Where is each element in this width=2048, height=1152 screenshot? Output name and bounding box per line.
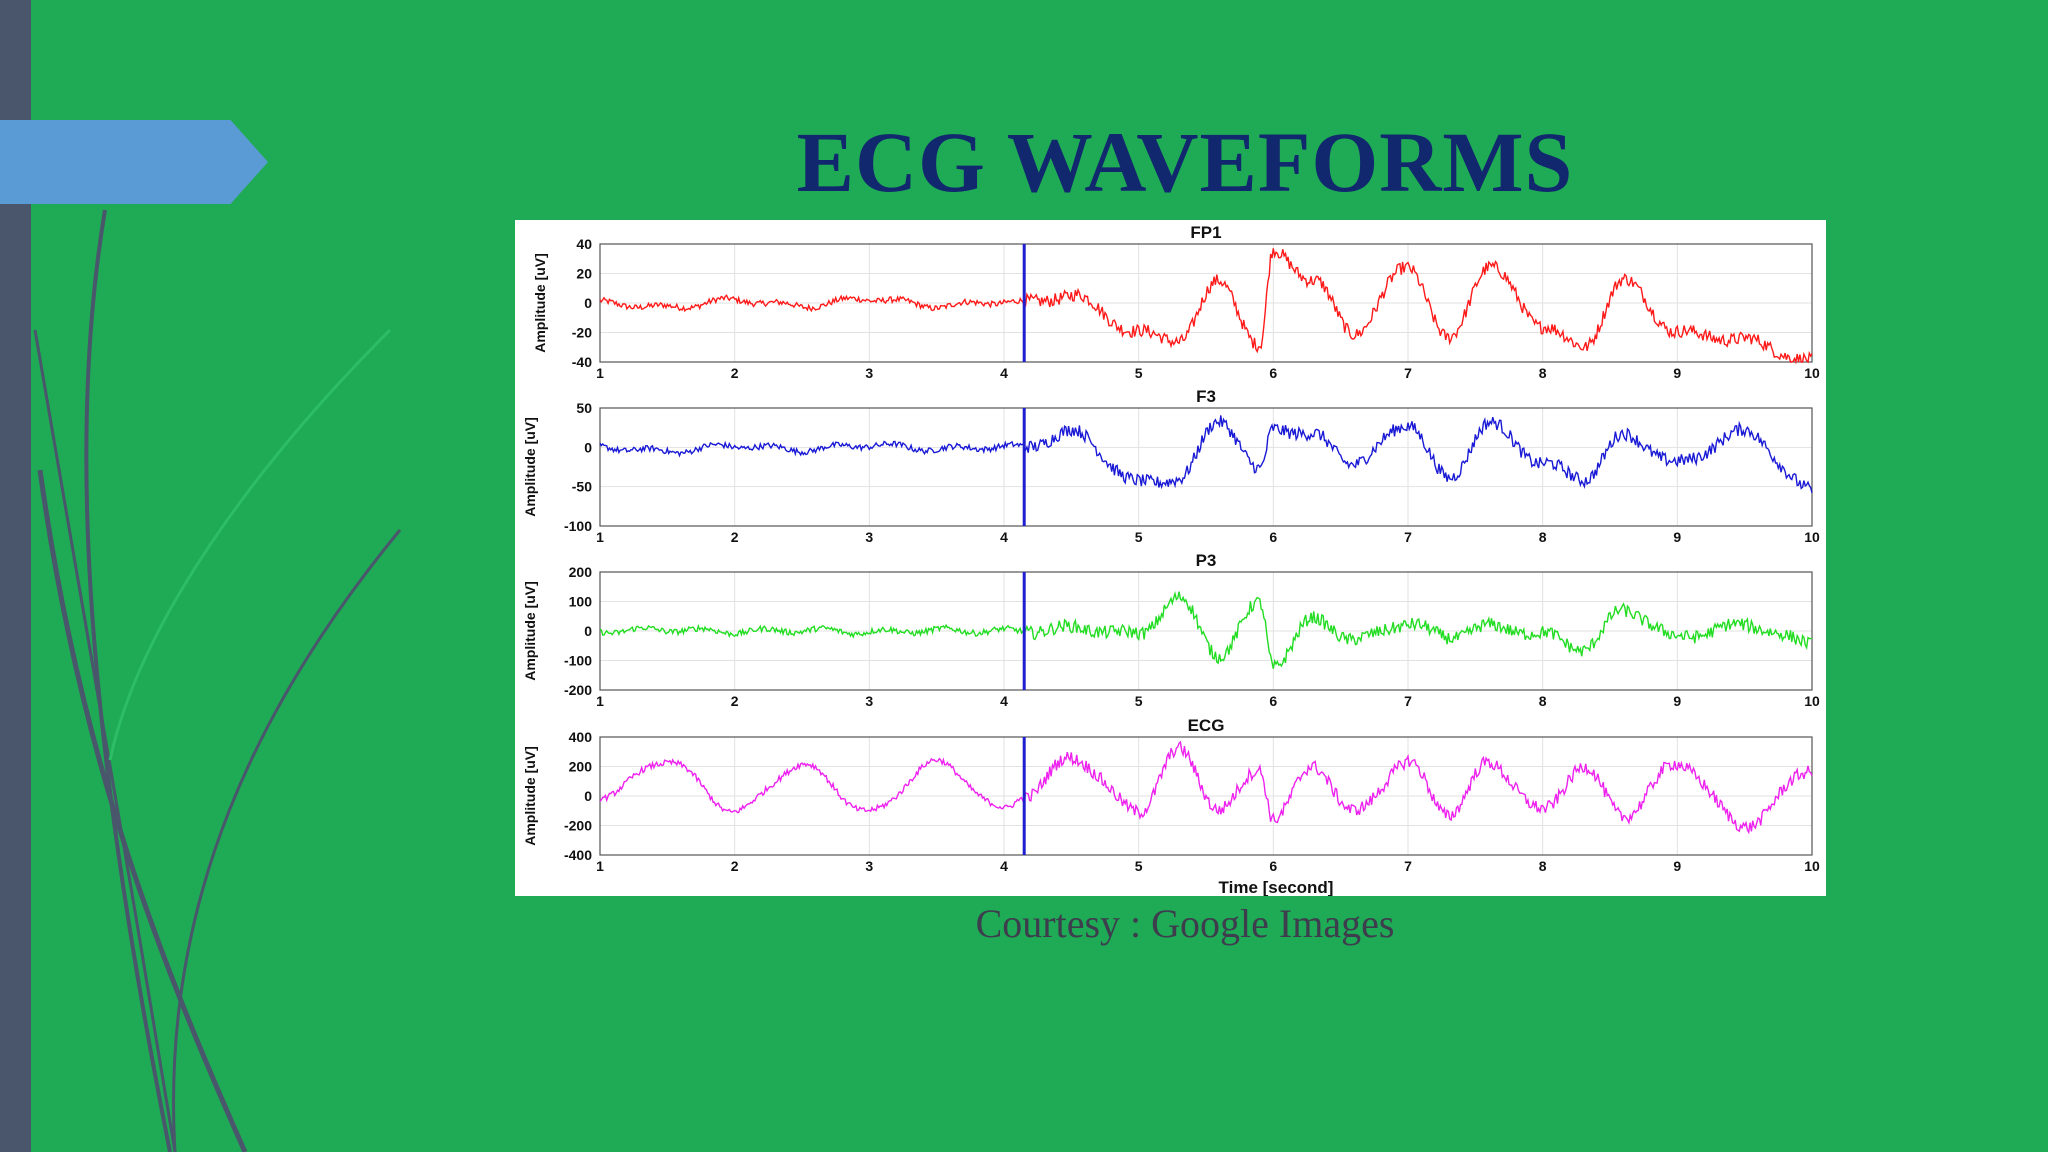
f3-xtick-label: 9 — [1673, 529, 1681, 545]
ecg-xtick-label: 7 — [1404, 858, 1412, 874]
p3-xtick-label: 4 — [1000, 693, 1008, 709]
fp1-xtick-label: 5 — [1135, 365, 1143, 381]
fp1-xtick-label: 10 — [1804, 365, 1820, 381]
fp1-xtick-label: 4 — [1000, 365, 1008, 381]
ecg-xtick-label: 3 — [865, 858, 873, 874]
fp1-ytick-label: 20 — [576, 266, 592, 282]
ecg-xtick-label: 4 — [1000, 858, 1008, 874]
decorative-curves — [33, 209, 402, 1152]
ecg-xtick-label: 8 — [1539, 858, 1547, 874]
fp1-ylabel: Amplitude [uV] — [532, 253, 548, 353]
f3-xtick-label: 2 — [731, 529, 739, 545]
f3-ytick-label: 50 — [576, 400, 592, 416]
p3-ytick-label: 200 — [569, 564, 593, 580]
ecg-plot-frame — [599, 736, 1813, 856]
ecg-xlabel: Time [second] — [1219, 878, 1334, 896]
p3-ytick-label: -100 — [564, 653, 592, 669]
p3-xtick-label: 5 — [1135, 693, 1143, 709]
fp1-ytick-label: 0 — [584, 295, 592, 311]
fp1-xtick-label: 9 — [1673, 365, 1681, 381]
p3-ytick-label: -200 — [564, 682, 592, 698]
fp1-xtick-label: 1 — [596, 365, 604, 381]
fp1-ytick-label: -40 — [572, 354, 592, 370]
ecg-ytick-label: -400 — [564, 847, 592, 863]
f3-xtick-label: 8 — [1539, 529, 1547, 545]
f3-xtick-label: 5 — [1135, 529, 1143, 545]
f3-xtick-label: 1 — [596, 529, 604, 545]
f3-xtick-label: 10 — [1804, 529, 1820, 545]
p3-xtick-label: 10 — [1804, 693, 1820, 709]
p3-panel-title: P3 — [1196, 551, 1217, 570]
ecg-xtick-label: 10 — [1804, 858, 1820, 874]
ecg-ytick-label: 400 — [569, 729, 593, 745]
ecg-ytick-label: 0 — [584, 788, 592, 804]
f3-panel-title: F3 — [1196, 387, 1216, 406]
p3-xtick-label: 1 — [596, 693, 604, 709]
f3-xtick-label: 7 — [1404, 529, 1412, 545]
p3-xtick-label: 9 — [1673, 693, 1681, 709]
fp1-xtick-label: 3 — [865, 365, 873, 381]
f3-plot-frame — [599, 407, 1813, 527]
p3-plot-frame — [599, 571, 1813, 691]
p3-xtick-label: 8 — [1539, 693, 1547, 709]
f3-ytick-label: 0 — [584, 439, 592, 455]
fp1-panel-title: FP1 — [1190, 223, 1221, 242]
p3-xtick-label: 3 — [865, 693, 873, 709]
ecg-panel-title: ECG — [1188, 716, 1225, 735]
fp1-series-line — [599, 248, 1813, 365]
f3-xtick-label: 4 — [1000, 529, 1008, 545]
slide-title: ECG WAVEFORMS — [796, 114, 1574, 210]
ecg-xtick-label: 1 — [596, 858, 604, 874]
p3-ytick-label: 100 — [569, 594, 593, 610]
ecg-xtick-label: 9 — [1673, 858, 1681, 874]
p3-xtick-label: 6 — [1269, 693, 1277, 709]
fp1-xtick-label: 8 — [1539, 365, 1547, 381]
ecg-ytick-label: 200 — [569, 759, 593, 775]
f3-ytick-label: -50 — [572, 479, 592, 495]
p3-ylabel: Amplitude [uV] — [522, 581, 538, 681]
slide-caption: Courtesy : Google Images — [975, 901, 1395, 946]
f3-xtick-label: 6 — [1269, 529, 1277, 545]
fp1-plot-frame — [599, 243, 1813, 363]
fp1-ytick-label: 40 — [576, 236, 592, 252]
p3-series-line — [599, 590, 1813, 669]
ecg-ylabel: Amplitude [uV] — [522, 746, 538, 846]
f3-ylabel: Amplitude [uV] — [522, 417, 538, 517]
p3-xtick-label: 2 — [731, 693, 739, 709]
ecg-xtick-label: 2 — [731, 858, 739, 874]
f3-series-line — [599, 415, 1813, 494]
ecg-ytick-label: -200 — [564, 818, 592, 834]
arrow-shape — [0, 120, 268, 204]
f3-xtick-label: 3 — [865, 529, 873, 545]
ecg-figure: 40 20 0 -20 -40 1 2 3 4 5 6 7 8 9 10 FP1 Amplitude [uV] 5… — [515, 220, 1826, 897]
f3-ytick-label: -100 — [564, 518, 592, 534]
fp1-xtick-label: 6 — [1269, 365, 1277, 381]
p3-xtick-label: 7 — [1404, 693, 1412, 709]
fp1-xtick-label: 7 — [1404, 365, 1412, 381]
fp1-xtick-label: 2 — [731, 365, 739, 381]
fp1-ytick-label: -20 — [572, 325, 592, 341]
ecg-series-line — [599, 740, 1813, 835]
p3-ytick-label: 0 — [584, 623, 592, 639]
ecg-xtick-label: 6 — [1269, 858, 1277, 874]
ecg-xtick-label: 5 — [1135, 858, 1143, 874]
